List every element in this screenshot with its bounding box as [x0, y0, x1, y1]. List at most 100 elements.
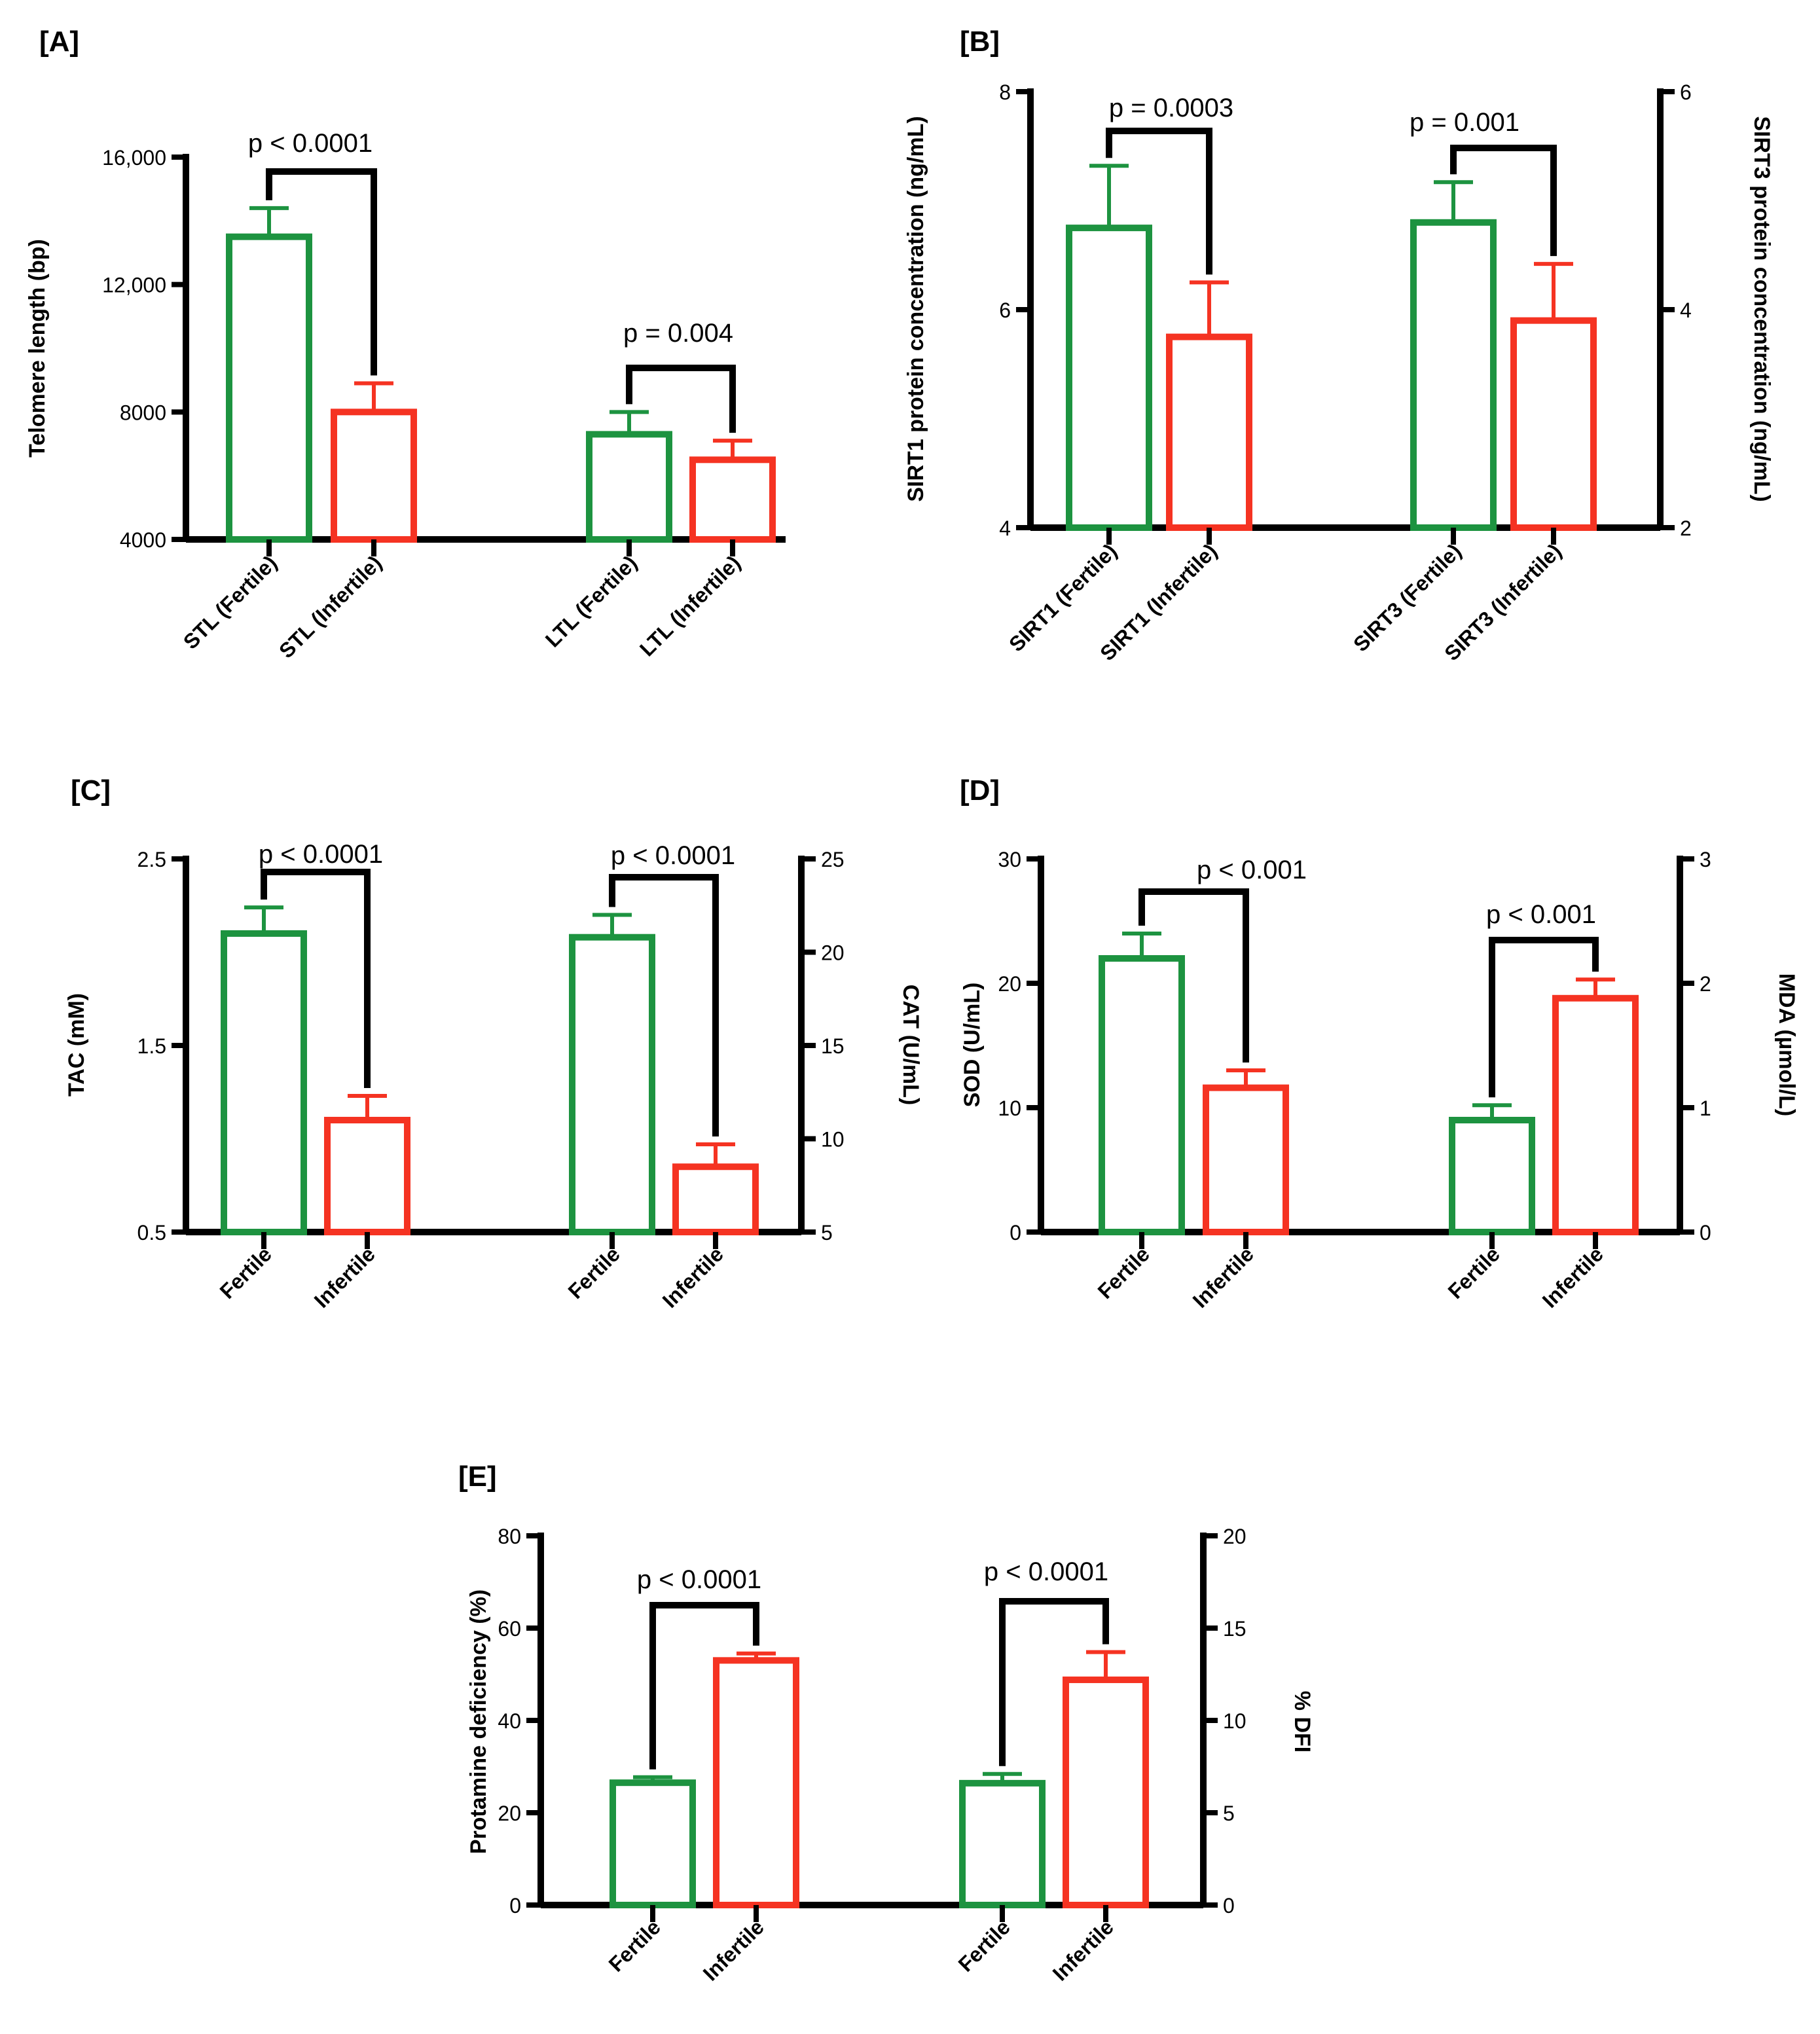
- panel-label: [E]: [458, 1461, 497, 1493]
- error-bar-fertile: [1089, 164, 1129, 228]
- y-tick-label-left: 4000: [120, 528, 166, 552]
- bar-infertile: [1063, 1676, 1149, 1908]
- y-tick-label-left: 20: [498, 1802, 521, 1825]
- category-label: Fertile: [604, 1915, 665, 1976]
- bar-infertile: [1510, 317, 1597, 531]
- error-bar-fertile: [1434, 180, 1473, 223]
- category-label: Fertile: [215, 1242, 276, 1303]
- y-tick-label-right: 15: [1223, 1617, 1247, 1641]
- bar-fertile: [221, 930, 307, 1235]
- y2-axis-title: CAT (U/mL): [898, 985, 923, 1105]
- error-bar-fertile: [983, 1771, 1022, 1783]
- y-tick-label-left: 16,000: [102, 146, 166, 170]
- error-bar-infertile: [1190, 280, 1229, 337]
- y-tick-label-left: 30: [998, 848, 1021, 871]
- error-bar-infertile: [1576, 977, 1615, 998]
- y-tick-label-left: 40: [498, 1709, 521, 1733]
- error-bar-fertile: [633, 1775, 672, 1783]
- category-label: SIRT3 (Fertile): [1349, 539, 1466, 656]
- bar-fertile: [959, 1779, 1046, 1908]
- significance-bracket: [1450, 145, 1557, 257]
- category-label: Infertile: [1538, 1242, 1608, 1312]
- bar-fertile: [1066, 225, 1152, 531]
- significance-bracket: [1138, 888, 1249, 1062]
- y-tick-label-left: 20: [998, 972, 1021, 996]
- p-value-label: p < 0.0001: [637, 1565, 761, 1594]
- p-value-label: p < 0.001: [1197, 856, 1307, 884]
- y2-axis-title: MDA (µmol/L): [1774, 973, 1799, 1117]
- p-value-label: p = 0.001: [1410, 108, 1520, 137]
- significance-bracket: [999, 1598, 1109, 1766]
- category-label: LTL (Fertile): [541, 551, 642, 651]
- y-tick-label-left: 8: [999, 81, 1011, 104]
- bar-infertile: [1166, 333, 1252, 531]
- category-label: SIRT1 (Fertile): [1004, 539, 1121, 656]
- panel-a: [A] 4000 8000 12,000 16,000 Telomere length (…: [25, 26, 786, 663]
- y-axis-title: Telomere length (bp): [25, 239, 50, 458]
- bar-fertile: [1449, 1117, 1535, 1235]
- y-axis-title: SIRT1 protein concentration (ng/mL): [903, 116, 928, 501]
- significance-bracket: [261, 869, 371, 1088]
- bar-fertile: [586, 431, 672, 543]
- error-bar-infertile: [1226, 1068, 1265, 1088]
- category-label: Infertile: [658, 1242, 728, 1312]
- y-tick-label-left: 2.5: [137, 848, 166, 871]
- error-bar-infertile: [1534, 262, 1573, 321]
- category-label: Fertile: [564, 1242, 625, 1303]
- y-tick-label-right: 5: [1223, 1802, 1235, 1825]
- y-tick-label-right: 2: [1700, 972, 1711, 996]
- panel-b: [B] 4 6 8 2 4 6 SIRT1 protein concentration (ng…: [903, 26, 1774, 665]
- error-bar-infertile: [713, 439, 752, 460]
- significance-bracket: [1489, 937, 1599, 1098]
- y2-axis-title: % DFI: [1290, 1691, 1315, 1753]
- y-tick-label-left: 80: [498, 1525, 521, 1548]
- bar-infertile: [324, 1117, 410, 1235]
- panel-d: [D] 0 10 20 30 0 1 2 3 SOD (U/mL) MDA (µmol/L) Fert…: [960, 774, 1799, 1313]
- y-tick-label-right: 1: [1700, 1097, 1711, 1120]
- panel-c: [C] 0.5 1.5 2.5 5 10 15 20 25 TAC (mM) CAT (U/mL) F…: [64, 774, 923, 1313]
- p-value-label: p < 0.0001: [259, 840, 383, 869]
- panel-label: [B]: [960, 26, 1000, 58]
- p-value-label: p < 0.0001: [611, 841, 735, 870]
- y-tick-label-right: 15: [821, 1034, 845, 1058]
- y-axis-title: TAC (mM): [64, 993, 89, 1097]
- panel-e: [E] 0 20 40 60 80 0 5 10 15 20 Protamine deficiency…: [458, 1461, 1315, 1986]
- error-bar-infertile: [737, 1651, 776, 1661]
- error-bar-fertile: [610, 410, 649, 435]
- y-axis-title: SOD (U/mL): [960, 983, 985, 1108]
- y-tick-label-right: 6: [1680, 81, 1692, 104]
- y-tick-label-right: 25: [821, 848, 845, 871]
- category-label: LTL (Infertile): [635, 551, 745, 661]
- bar-fertile: [226, 233, 312, 543]
- category-label: Fertile: [1444, 1242, 1504, 1303]
- bar-infertile: [1552, 994, 1639, 1236]
- category-label: STL (Infertile): [274, 551, 386, 663]
- p-value-label: p < 0.0001: [984, 1557, 1108, 1586]
- significance-bracket: [266, 168, 377, 376]
- bar-infertile: [689, 456, 776, 543]
- p-value-label: p < 0.001: [1486, 900, 1596, 929]
- error-bar-fertile: [1122, 932, 1161, 958]
- error-bar-infertile: [354, 381, 393, 412]
- bar-infertile: [331, 409, 417, 543]
- y-tick-label-right: 3: [1700, 848, 1711, 871]
- panel-label: [C]: [71, 774, 111, 807]
- significance-bracket: [609, 874, 719, 1137]
- error-bar-fertile: [1472, 1103, 1512, 1120]
- y-tick-label-left: 6: [999, 299, 1011, 322]
- y-tick-label-left: 0: [1010, 1221, 1021, 1244]
- bar-infertile: [713, 1657, 799, 1909]
- error-bar-fertile: [249, 206, 289, 237]
- y-tick-label-left: 0: [509, 1894, 521, 1917]
- p-value-label: p < 0.0001: [248, 129, 373, 158]
- y-tick-label-left: 12,000: [102, 274, 166, 297]
- y-tick-label-left: 60: [498, 1617, 521, 1641]
- bar-fertile: [1099, 955, 1185, 1235]
- y-tick-label-right: 10: [1223, 1709, 1247, 1733]
- error-bar-infertile: [348, 1093, 387, 1120]
- error-bar-fertile: [592, 913, 632, 937]
- significance-bracket: [626, 365, 736, 433]
- category-label: Infertile: [699, 1915, 769, 1985]
- y-tick-label-right: 0: [1700, 1221, 1711, 1244]
